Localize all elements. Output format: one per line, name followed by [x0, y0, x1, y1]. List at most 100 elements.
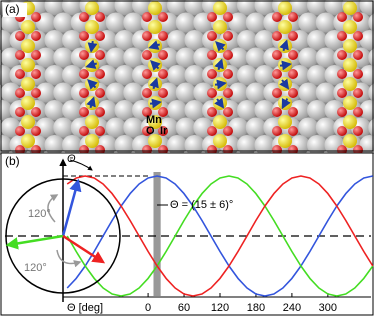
theta-arc: [69, 159, 93, 171]
x-tick-label: 60: [178, 302, 190, 314]
angle-label: 120°: [28, 208, 51, 220]
o-atom: [15, 31, 25, 41]
ir-atom: [105, 47, 126, 68]
o-atom: [95, 126, 105, 136]
mn-atom: [343, 115, 357, 129]
panel-b-frame: [0, 152, 374, 316]
mn-atom: [148, 1, 162, 15]
o-atom: [95, 31, 105, 41]
o-atom: [272, 88, 282, 98]
ir-atom: [175, 12, 196, 33]
o-atom: [31, 107, 41, 117]
mn-atom: [213, 115, 227, 129]
spin-arrow: [86, 96, 96, 109]
ir-atom: [53, 47, 74, 68]
o-atom: [142, 50, 152, 60]
ir-atom: [228, 82, 249, 103]
spin-arrow: [87, 40, 98, 53]
o-atom: [207, 69, 217, 79]
ir-atom: [298, 47, 319, 68]
ir-atom: [315, 47, 336, 68]
ir-atom: [193, 82, 214, 103]
ir-atom: [167, 0, 187, 15]
ir-atom: [175, 82, 196, 103]
o-atom: [272, 107, 282, 117]
o-atom: [288, 12, 298, 22]
mn-atom: [148, 20, 162, 34]
ir-atom: [298, 12, 319, 33]
mn-atom: [343, 134, 357, 148]
mn-atom: [343, 96, 357, 110]
o-atom: [31, 126, 41, 136]
o-atom: [158, 107, 168, 117]
blue-arrow: [61, 178, 82, 237]
ir-atom: [245, 12, 266, 33]
o-atom: [272, 69, 282, 79]
ir-atom: [62, 30, 82, 50]
x-tick-label: 240: [283, 302, 301, 314]
spin-arrow: [215, 41, 226, 52]
series-line: [66, 175, 374, 297]
ir-atom: [44, 65, 65, 85]
o-atom: [142, 126, 152, 136]
o-atom: [223, 107, 233, 117]
o-atom: [207, 107, 217, 117]
mn-atom: [343, 39, 357, 53]
ir-atom: [44, 100, 65, 120]
ir-atom: [175, 47, 196, 68]
legend-o: O: [146, 125, 155, 137]
o-atom: [353, 88, 363, 98]
ir-atom: [237, 135, 257, 155]
o-atom: [95, 12, 105, 22]
o-atom: [272, 31, 282, 41]
o-atom: [337, 12, 347, 22]
o-atom: [288, 31, 298, 41]
o-atom: [79, 50, 89, 60]
ir-atom: [184, 135, 205, 155]
ir-atom: [184, 65, 205, 85]
o-atom: [272, 126, 282, 136]
mn-atom: [85, 115, 99, 129]
ir-atom: [105, 117, 126, 138]
ir-atom: [228, 117, 249, 138]
ir-atom: [359, 30, 374, 50]
o-atom: [223, 12, 233, 22]
mn-atom: [85, 134, 99, 148]
ir-atom: [254, 100, 275, 120]
mn-atom: [278, 134, 292, 148]
spin-arrow: [85, 59, 98, 69]
theta-label: Θ: [67, 153, 76, 165]
ir-atom: [298, 117, 319, 138]
ir-atom: [167, 30, 187, 50]
o-atom: [142, 12, 152, 22]
mn-atom: [343, 58, 357, 72]
ir-atom: [123, 82, 144, 103]
ir-atom: [44, 135, 65, 155]
ir-atom: [315, 12, 336, 33]
ir-atom: [0, 65, 12, 85]
spin-arrow: [149, 77, 159, 90]
ir-atom: [245, 82, 266, 103]
ir-atom: [307, 30, 327, 50]
mn-atom: [21, 134, 35, 148]
x-tick-label: 180: [247, 302, 265, 314]
o-atom: [353, 31, 363, 41]
mn-atom: [85, 20, 99, 34]
spin-arrow: [279, 39, 289, 52]
o-atom: [31, 88, 41, 98]
ir-atom: [167, 100, 187, 120]
ir-atom: [114, 100, 135, 120]
annotation: Θ = (15 ± 6)°: [170, 199, 233, 211]
ir-atom: [114, 0, 135, 15]
ir-atom: [0, 82, 21, 103]
o-atom: [79, 126, 89, 136]
o-atom: [158, 50, 168, 60]
spin-arrow: [148, 40, 161, 50]
ir-atom: [114, 30, 135, 50]
ir-atom: [289, 0, 310, 15]
mn-atom: [21, 39, 35, 53]
ir-atom: [237, 100, 257, 120]
spin-arrow: [279, 60, 292, 71]
o-atom: [337, 31, 347, 41]
ir-atom: [228, 47, 249, 68]
